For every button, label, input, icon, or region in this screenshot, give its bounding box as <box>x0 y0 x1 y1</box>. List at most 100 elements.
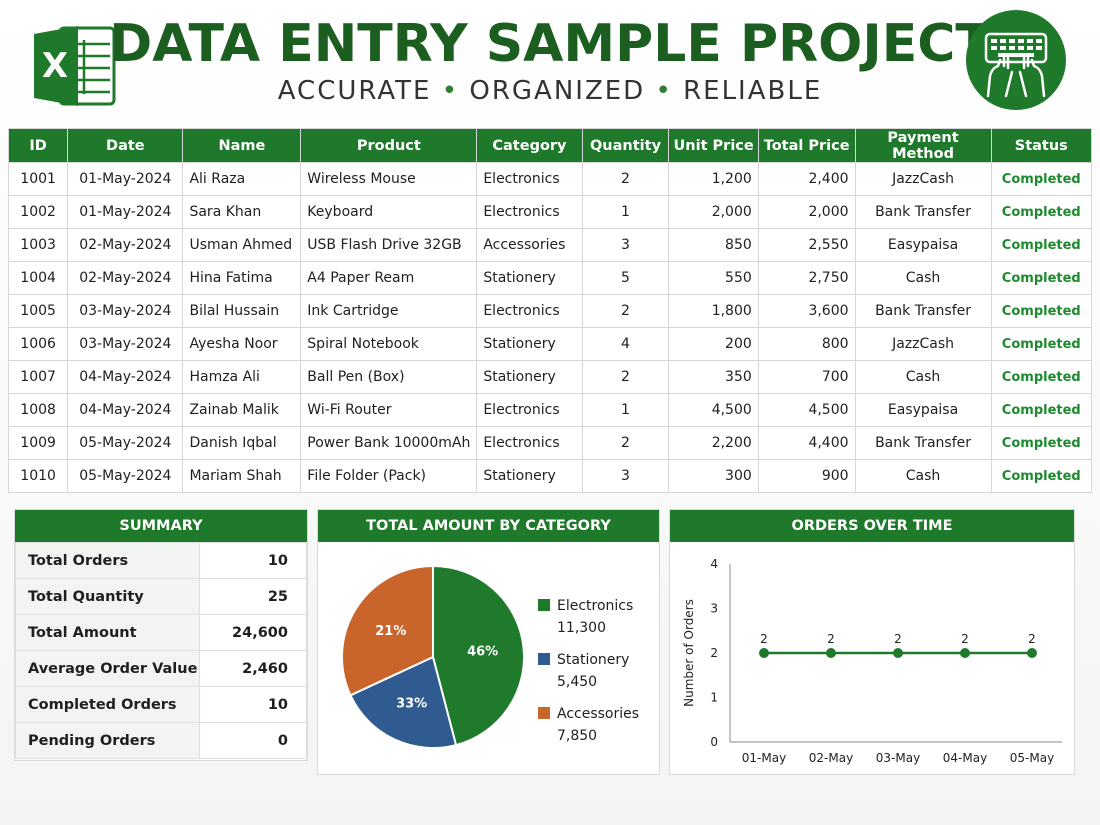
cell-unit-price[interactable]: 1,800 <box>668 294 759 328</box>
cell-quantity[interactable]: 3 <box>581 228 670 262</box>
cell-unit-price[interactable]: 1,200 <box>668 162 759 196</box>
cell-name[interactable]: Usman Ahmed <box>182 228 302 262</box>
status-cell[interactable]: Completed <box>990 294 1093 328</box>
cell-name[interactable]: Zainab Malik <box>182 393 302 427</box>
cell-product[interactable]: USB Flash Drive 32GB <box>300 228 478 262</box>
column-header-unit-price[interactable]: Unit Price <box>668 128 759 163</box>
table-row[interactable]: 1010 05-May-2024 Mariam Shah File Folder (P… <box>7 459 1093 493</box>
cell-category[interactable]: Electronics <box>476 294 583 328</box>
cell-category[interactable]: Electronics <box>476 162 583 196</box>
cell-payment-method[interactable]: Easypaisa <box>854 393 992 427</box>
cell-id[interactable]: 1008 <box>7 393 69 427</box>
cell-quantity[interactable]: 2 <box>581 426 670 460</box>
cell-id[interactable]: 1004 <box>7 261 69 295</box>
cell-quantity[interactable]: 1 <box>581 195 670 229</box>
cell-category[interactable]: Stationery <box>476 327 583 361</box>
cell-total-price[interactable]: 3,600 <box>757 294 856 328</box>
cell-product[interactable]: Wireless Mouse <box>300 162 478 196</box>
cell-unit-price[interactable]: 2,000 <box>668 195 759 229</box>
cell-total-price[interactable]: 2,000 <box>757 195 856 229</box>
cell-payment-method[interactable]: Bank Transfer <box>854 195 992 229</box>
table-row[interactable]: 1009 05-May-2024 Danish Iqbal Power Bank 10… <box>7 426 1093 460</box>
table-row[interactable]: 1008 04-May-2024 Zainab Malik Wi-Fi Router E… <box>7 393 1093 427</box>
table-row[interactable]: 1001 01-May-2024 Ali Raza Wireless Mouse Ele… <box>7 162 1093 196</box>
column-header-id[interactable]: ID <box>7 128 69 163</box>
cell-name[interactable]: Hina Fatima <box>182 261 302 295</box>
cell-total-price[interactable]: 2,750 <box>757 261 856 295</box>
table-row[interactable]: 1006 03-May-2024 Ayesha Noor Spiral Noteboo… <box>7 327 1093 361</box>
cell-total-price[interactable]: 2,550 <box>757 228 856 262</box>
cell-unit-price[interactable]: 200 <box>668 327 759 361</box>
cell-id[interactable]: 1001 <box>7 162 69 196</box>
cell-total-price[interactable]: 800 <box>757 327 856 361</box>
cell-category[interactable]: Electronics <box>476 195 583 229</box>
cell-id[interactable]: 1007 <box>7 360 69 394</box>
cell-date[interactable]: 02-May-2024 <box>67 228 184 262</box>
column-header-total-price[interactable]: Total Price <box>757 128 856 163</box>
column-header-status[interactable]: Status <box>990 128 1093 163</box>
cell-unit-price[interactable]: 550 <box>668 261 759 295</box>
cell-product[interactable]: A4 Paper Ream <box>300 261 478 295</box>
status-cell[interactable]: Completed <box>990 162 1093 196</box>
cell-name[interactable]: Mariam Shah <box>182 459 302 493</box>
cell-payment-method[interactable]: Easypaisa <box>854 228 992 262</box>
cell-quantity[interactable]: 2 <box>581 294 670 328</box>
cell-product[interactable]: Wi-Fi Router <box>300 393 478 427</box>
cell-id[interactable]: 1009 <box>7 426 69 460</box>
cell-id[interactable]: 1003 <box>7 228 69 262</box>
cell-date[interactable]: 04-May-2024 <box>67 360 184 394</box>
cell-total-price[interactable]: 4,500 <box>757 393 856 427</box>
cell-payment-method[interactable]: Cash <box>854 459 992 493</box>
cell-name[interactable]: Danish Iqbal <box>182 426 302 460</box>
cell-total-price[interactable]: 900 <box>757 459 856 493</box>
cell-quantity[interactable]: 3 <box>581 459 670 493</box>
status-cell[interactable]: Completed <box>990 360 1093 394</box>
cell-product[interactable]: Spiral Notebook <box>300 327 478 361</box>
column-header-quantity[interactable]: Quantity <box>581 128 670 163</box>
column-header-name[interactable]: Name <box>182 128 302 163</box>
cell-payment-method[interactable]: Cash <box>854 360 992 394</box>
cell-date[interactable]: 05-May-2024 <box>67 426 184 460</box>
cell-payment-method[interactable]: Cash <box>854 261 992 295</box>
table-row[interactable]: 1004 02-May-2024 Hina Fatima A4 Paper Ream S… <box>7 261 1093 295</box>
cell-unit-price[interactable]: 300 <box>668 459 759 493</box>
cell-product[interactable]: Keyboard <box>300 195 478 229</box>
cell-id[interactable]: 1010 <box>7 459 69 493</box>
cell-category[interactable]: Stationery <box>476 261 583 295</box>
cell-date[interactable]: 04-May-2024 <box>67 393 184 427</box>
cell-id[interactable]: 1006 <box>7 327 69 361</box>
status-cell[interactable]: Completed <box>990 228 1093 262</box>
cell-id[interactable]: 1002 <box>7 195 69 229</box>
cell-category[interactable]: Stationery <box>476 360 583 394</box>
cell-unit-price[interactable]: 350 <box>668 360 759 394</box>
cell-date[interactable]: 01-May-2024 <box>67 195 184 229</box>
cell-category[interactable]: Accessories <box>476 228 583 262</box>
column-header-date[interactable]: Date <box>67 128 184 163</box>
cell-name[interactable]: Ayesha Noor <box>182 327 302 361</box>
cell-product[interactable]: Ball Pen (Box) <box>300 360 478 394</box>
cell-payment-method[interactable]: Bank Transfer <box>854 294 992 328</box>
cell-product[interactable]: File Folder (Pack) <box>300 459 478 493</box>
cell-name[interactable]: Ali Raza <box>182 162 302 196</box>
cell-name[interactable]: Sara Khan <box>182 195 302 229</box>
status-cell[interactable]: Completed <box>990 426 1093 460</box>
cell-category[interactable]: Stationery <box>476 459 583 493</box>
cell-payment-method[interactable]: JazzCash <box>854 162 992 196</box>
cell-date[interactable]: 03-May-2024 <box>67 327 184 361</box>
cell-quantity[interactable]: 4 <box>581 327 670 361</box>
cell-quantity[interactable]: 5 <box>581 261 670 295</box>
cell-name[interactable]: Bilal Hussain <box>182 294 302 328</box>
column-header-category[interactable]: Category <box>476 128 583 163</box>
cell-date[interactable]: 02-May-2024 <box>67 261 184 295</box>
cell-category[interactable]: Electronics <box>476 426 583 460</box>
table-row[interactable]: 1007 04-May-2024 Hamza Ali Ball Pen (Box) St… <box>7 360 1093 394</box>
table-row[interactable]: 1003 02-May-2024 Usman Ahmed USB Flash Driv… <box>7 228 1093 262</box>
column-header-product[interactable]: Product <box>300 128 478 163</box>
cell-quantity[interactable]: 2 <box>581 162 670 196</box>
cell-product[interactable]: Ink Cartridge <box>300 294 478 328</box>
table-row[interactable]: 1002 01-May-2024 Sara Khan Keyboard Electron… <box>7 195 1093 229</box>
status-cell[interactable]: Completed <box>990 459 1093 493</box>
status-cell[interactable]: Completed <box>990 261 1093 295</box>
cell-payment-method[interactable]: Bank Transfer <box>854 426 992 460</box>
cell-total-price[interactable]: 700 <box>757 360 856 394</box>
